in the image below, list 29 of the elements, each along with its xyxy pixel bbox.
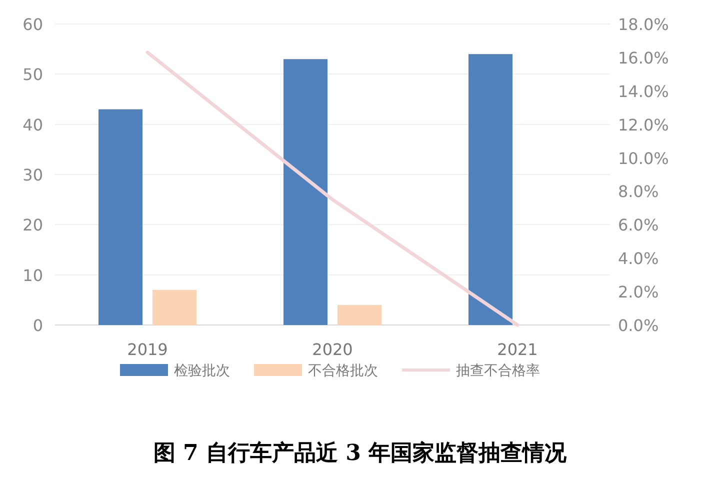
x-tick-label: 2021	[497, 340, 538, 359]
text: 图 7 自行车产品近 3 年国家监督抽查情况	[153, 440, 568, 466]
y-tick-label: 60	[22, 15, 43, 34]
bar	[338, 304, 382, 325]
bar	[152, 290, 196, 325]
y-tick-label: 20	[22, 216, 43, 235]
y2-tick-label: 18.0%	[618, 15, 669, 34]
x-tick-label: 2019	[127, 340, 168, 359]
y2-tick-label: 10.0%	[618, 148, 669, 168]
y2-tick-label: 4.0%	[618, 249, 659, 268]
y2-tick-label: 6.0%	[618, 216, 659, 235]
bar	[284, 59, 328, 325]
y-tick-label: 10	[22, 266, 43, 285]
y2-tick-label: 12.0%	[618, 115, 669, 134]
y-tick-label: 30	[22, 166, 43, 184]
legend-label: 抽查不合格率	[456, 363, 540, 379]
y-tick-label: 50	[22, 65, 43, 84]
bar	[98, 109, 142, 325]
y2-tick-label: 16.0%	[618, 48, 669, 68]
y2-tick-label: 0.0%	[618, 316, 659, 335]
y-tick-label: 0	[32, 316, 43, 335]
y2-tick-label: 8.0%	[618, 182, 659, 202]
bar	[468, 54, 512, 325]
y-tick-label: 40	[22, 115, 43, 134]
legend-label: 不合格批次	[308, 363, 378, 379]
y2-tick-label: 2.0%	[618, 282, 659, 302]
y2-tick-label: 14.0%	[618, 82, 669, 101]
x-tick-label: 2020	[312, 340, 353, 359]
legend-label: 检验批次	[174, 363, 230, 379]
